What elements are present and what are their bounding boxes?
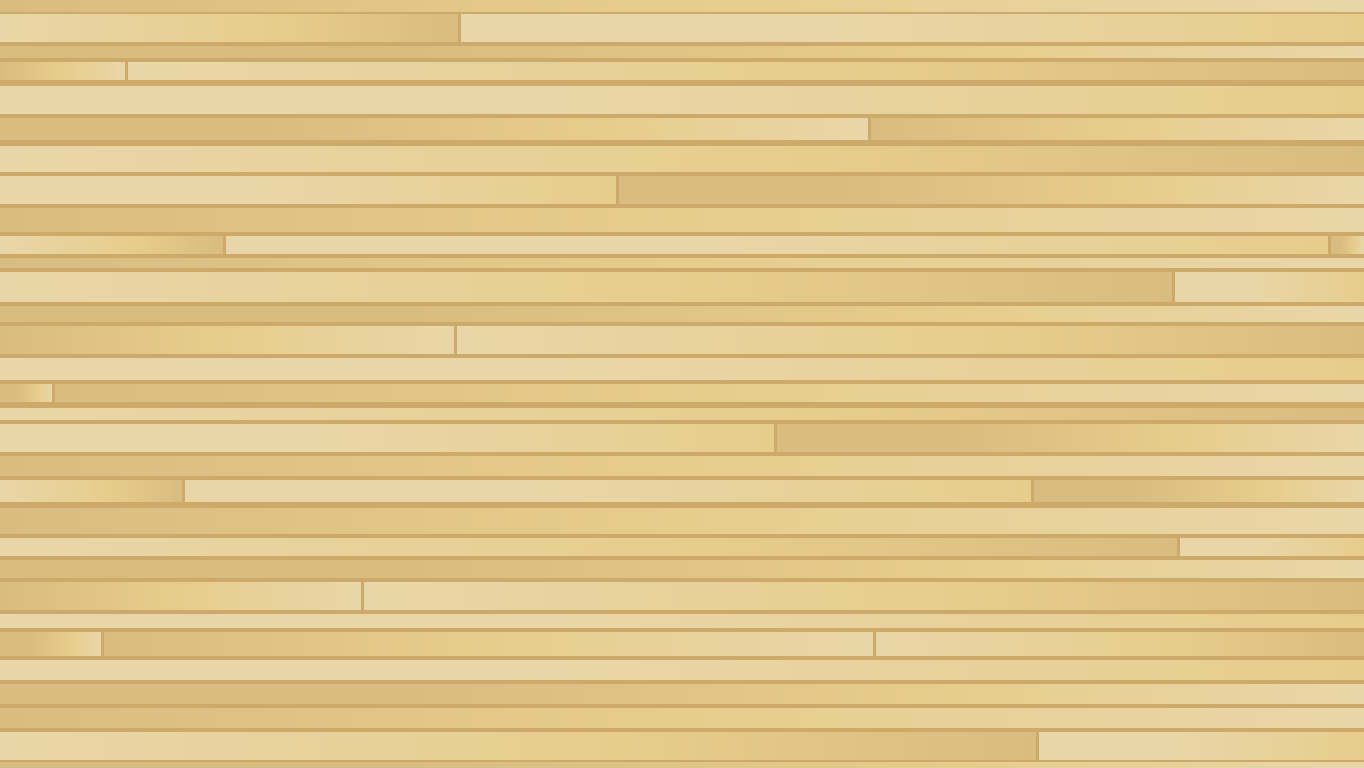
wood-plank [1175,272,1364,302]
wood-plank [0,708,1364,728]
wood-plank [0,684,1364,704]
wood-plank [364,582,1364,610]
wood-plank [457,326,1364,354]
wood-plank [55,384,1364,402]
wood-plank [1331,236,1364,254]
wood-plank [0,0,1364,12]
wood-plank [104,632,873,656]
wood-plank [0,480,182,502]
wood-plank [226,236,1328,254]
wood-plank [0,14,458,42]
wood-plank [0,146,1364,172]
wood-plank [1034,480,1364,502]
wood-plank [0,508,1364,534]
wood-plank [0,236,223,254]
wood-plank [0,46,1364,58]
wood-plank [0,86,1364,114]
wood-plank [0,118,868,140]
wood-plank [0,660,1364,680]
wood-plank [461,14,1364,42]
wood-plank [876,632,1364,656]
wood-plank [0,408,1364,420]
wood-plank [0,560,1364,578]
wood-plank [777,424,1364,452]
wood-plank [1039,732,1364,760]
wood-plank [0,176,616,204]
wood-plank [0,306,1364,322]
wood-plank [0,538,1177,556]
wood-plank [0,732,1036,760]
wood-plank [0,614,1364,628]
wood-plank [0,384,52,402]
wood-plank [0,62,125,80]
wood-plank [0,208,1364,232]
wood-plank [619,176,1364,204]
wood-plank [1180,538,1364,556]
wood-plank [0,762,1364,768]
wood-plank [128,62,1364,80]
wood-plank [185,480,1031,502]
wood-plank [871,118,1364,140]
wood-plank [0,272,1172,302]
wood-plank [0,358,1364,380]
wood-plank [0,456,1364,476]
wood-plank [0,582,361,610]
wood-plank [0,326,454,354]
wood-plank [0,258,1364,268]
wood-plank [0,424,774,452]
wood-plank [0,632,101,656]
